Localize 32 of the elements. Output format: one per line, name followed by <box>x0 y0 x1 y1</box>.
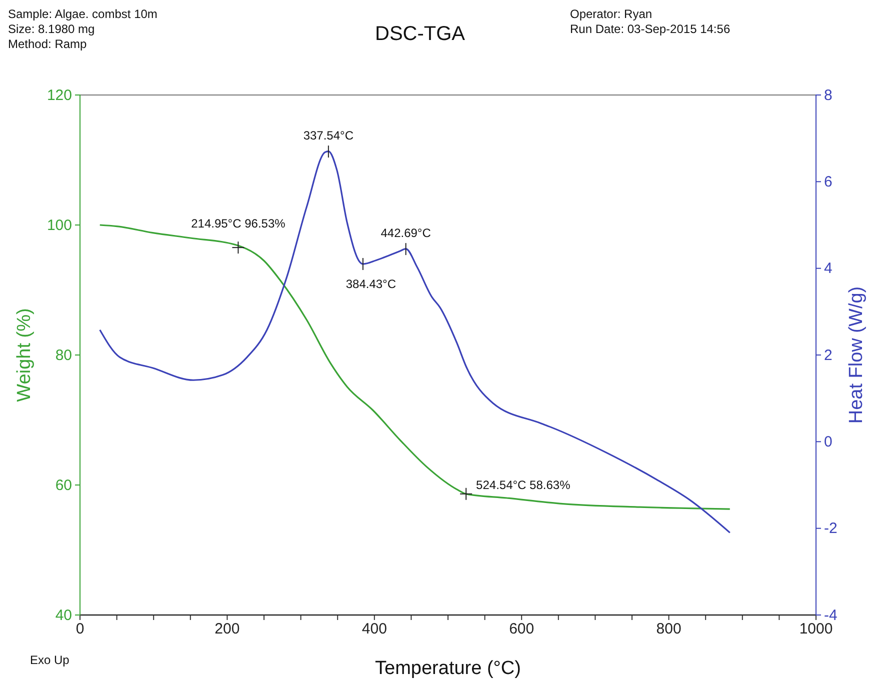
x-tick-label: 0 <box>76 620 84 638</box>
y-axis-title: Weight (%) <box>14 308 35 402</box>
y-tick-label: 120 <box>46 86 72 104</box>
line-series <box>99 150 731 534</box>
y2-tick-label: -2 <box>824 520 838 538</box>
annotation: 524.54°C 58.63% <box>476 478 571 492</box>
annotation: 384.43°C <box>346 277 396 291</box>
annotation: 337.54°C <box>303 128 354 143</box>
x-tick-label: 400 <box>362 620 387 638</box>
x-axis-title: Temperature (°C) <box>375 658 521 679</box>
y-tick-label: 60 <box>55 476 72 494</box>
y2-axis-title: Heat Flow (W/g) <box>846 286 867 424</box>
y-tick-label: 100 <box>46 216 72 234</box>
chart-title: DSC-TGA <box>375 23 466 45</box>
y2-tick-label: 2 <box>824 346 832 364</box>
x-tick-label: 800 <box>656 620 682 638</box>
y2-tick-label: 0 <box>824 433 832 450</box>
text: Method: Ramp <box>8 37 88 51</box>
y2-tick-label: 8 <box>824 86 832 104</box>
y-tick-label: 40 <box>55 606 72 624</box>
annotation: 442.69°C <box>380 226 432 240</box>
x-tick-label: 200 <box>214 620 240 638</box>
text: Run Date: 03-Sep-2015 14:56 <box>570 22 730 36</box>
annotation: 214.95°C 96.53% <box>191 216 286 231</box>
text: Sample: Algae. combst 10m <box>8 7 158 21</box>
text: Size: 8.1980 mg <box>8 22 95 36</box>
y-tick-label: 80 <box>55 346 72 364</box>
y2-tick-label: 6 <box>824 173 832 190</box>
text: Operator: Ryan <box>570 7 652 21</box>
y2-tick-label: 4 <box>824 260 832 278</box>
x-tick-label: 600 <box>509 620 534 638</box>
text: Exo Up <box>30 653 70 667</box>
